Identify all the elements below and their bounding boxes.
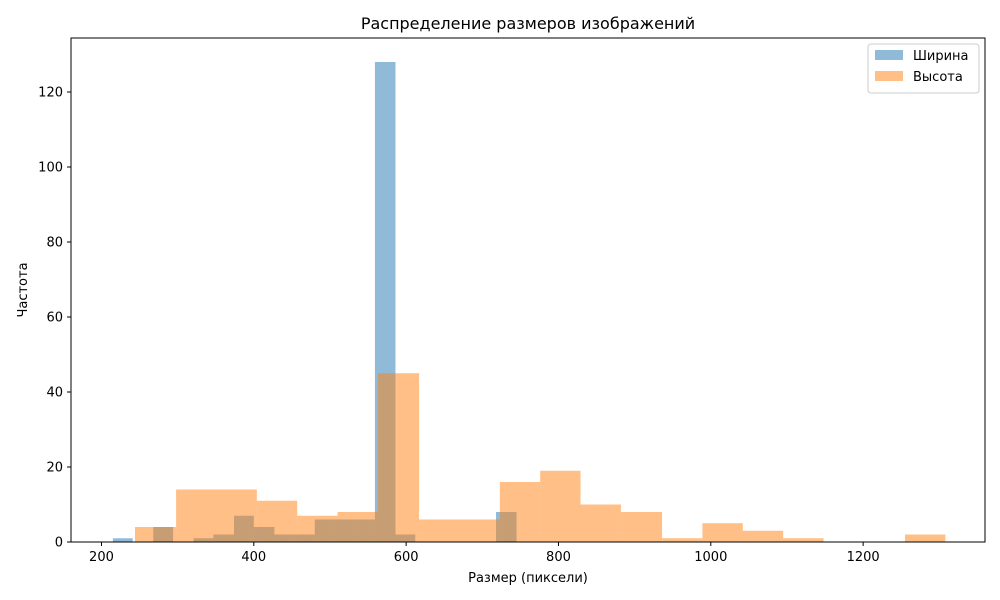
x-tick-label-0: 200 (89, 550, 114, 565)
x-tick-label-1: 400 (241, 550, 266, 565)
plot-frame (70, 37, 986, 543)
y-axis: 0 20 40 60 80 100 120 (38, 86, 71, 551)
legend: Ширина Высота (867, 43, 980, 94)
x-tick-label-2: 600 (394, 550, 419, 565)
bar-series-1-bin-1 (176, 489, 217, 542)
bar-series-1-bin-13 (662, 538, 703, 542)
y-tick-label-6: 120 (38, 86, 63, 101)
bar-series-1-bin-15 (742, 530, 784, 542)
y-tick-label-5: 100 (38, 161, 63, 176)
x-tick-label-3: 800 (546, 550, 571, 565)
bar-series-0-bin-0 (112, 538, 133, 542)
bars-group (112, 62, 946, 542)
bar-series-1-bin-4 (297, 515, 338, 542)
y-tick-label-0: 0 (55, 536, 63, 551)
bar-series-1-bin-2 (216, 489, 257, 542)
bar-series-1-bin-6 (377, 373, 420, 542)
y-tick-label-3: 60 (46, 311, 63, 326)
chart-title: Распределение размеров изображений (361, 14, 695, 33)
bar-series-1-bin-9 (499, 482, 541, 542)
x-axis: 200 400 600 800 1000 1200 (89, 542, 880, 565)
bar-series-1-bin-0 (134, 527, 177, 542)
bar-series-1-bin-5 (337, 512, 378, 542)
x-tick-label-4: 1000 (694, 550, 727, 565)
y-tick-label-4: 80 (46, 236, 63, 251)
bar-series-1-bin-16 (783, 538, 824, 542)
y-tick-label-1: 20 (46, 461, 63, 476)
legend-swatch-1 (875, 71, 903, 81)
bar-series-1-bin-10 (540, 470, 581, 542)
bar-series-1-bin-11 (580, 504, 621, 542)
legend-label-0: Ширина (913, 49, 969, 64)
bar-series-1-bin-14 (702, 523, 743, 542)
bar-series-1-bin-12 (620, 512, 663, 542)
bar-series-1-bin-8 (459, 519, 500, 542)
y-tick-label-2: 40 (46, 386, 63, 401)
y-axis-label: Частота (16, 262, 31, 317)
x-tick-label-5: 1200 (847, 550, 880, 565)
legend-label-1: Высота (913, 70, 963, 85)
x-axis-label: Размер (пиксели) (468, 571, 588, 586)
bar-series-1-bin-19 (905, 534, 946, 542)
bar-series-1-bin-3 (256, 500, 298, 542)
legend-swatch-0 (875, 50, 903, 60)
bar-series-1-bin-7 (419, 519, 460, 542)
